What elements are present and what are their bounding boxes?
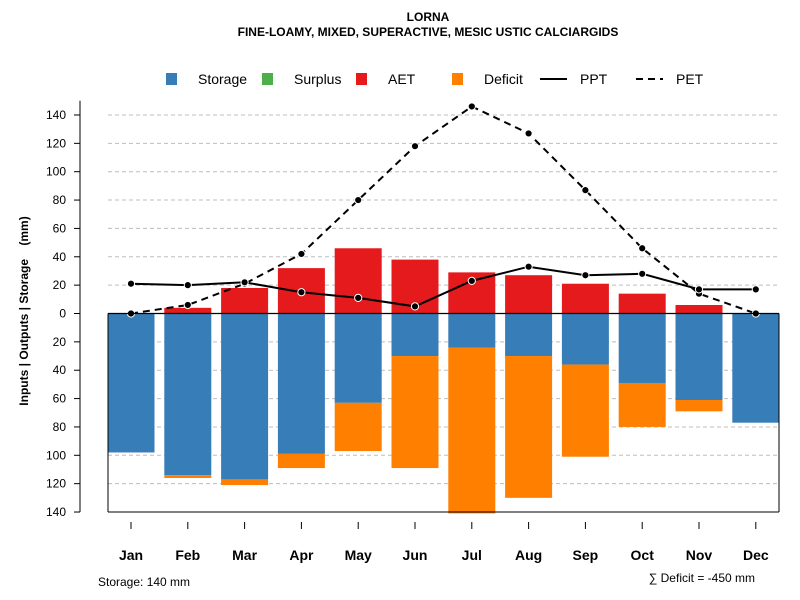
- y-tick-label: 100: [46, 448, 66, 462]
- aet-bar: [164, 307, 212, 314]
- storage-note: Storage: 140 mm: [98, 575, 190, 589]
- aet-bar: [561, 283, 609, 314]
- aet-bar: [334, 248, 382, 314]
- storage-bar: [107, 313, 155, 453]
- storage-bar: [448, 313, 496, 348]
- pet-point: [638, 244, 647, 253]
- legend-swatch: [452, 73, 463, 85]
- storage-bar: [561, 313, 609, 365]
- y-tick-label: 20: [53, 278, 67, 292]
- ppt-line: [130, 265, 756, 308]
- deficit-note: ∑ Deficit = -450 mm: [649, 571, 755, 585]
- y-tick-label: 60: [53, 392, 67, 406]
- y-tick-label: 20: [53, 335, 67, 349]
- storage-bar: [334, 313, 382, 403]
- ppt-point: [240, 278, 249, 287]
- x-tick-label: Feb: [175, 547, 200, 563]
- y-tick-label: 40: [53, 363, 67, 377]
- axes: 140 120 100 80 60 40 20 0 20 40 60 80 100 120 140 Jan Fe…: [46, 100, 780, 563]
- deficit-bar: [505, 356, 553, 498]
- y-tick-label: 80: [53, 193, 67, 207]
- legend-label: PPT: [580, 71, 608, 87]
- aet-bar: [221, 287, 269, 314]
- storage-bar: [277, 313, 325, 454]
- ppt-point: [638, 269, 647, 278]
- y-tick-label: 140: [46, 108, 66, 122]
- deficit-bar: [334, 402, 382, 452]
- deficit-bar: [618, 382, 666, 427]
- deficit-bar: [675, 399, 723, 412]
- y-tick-label: 40: [53, 250, 67, 264]
- x-tick-label: Jan: [119, 547, 143, 563]
- bars: [107, 248, 780, 514]
- x-tick-label: Sep: [573, 547, 599, 563]
- x-tick-label: Oct: [631, 547, 655, 563]
- legend-swatch: [356, 73, 367, 85]
- aet-bar: [618, 293, 666, 314]
- ppt-point: [354, 293, 363, 303]
- ppt-point: [297, 288, 306, 297]
- deficit-bar: [561, 364, 609, 457]
- x-tick-label: Nov: [686, 547, 713, 563]
- pet-point: [410, 142, 420, 151]
- pet-point: [581, 186, 590, 195]
- y-tick-label: 60: [53, 221, 67, 235]
- storage-bar: [391, 313, 439, 357]
- ppt-point: [126, 279, 136, 288]
- storage-bar: [618, 313, 666, 383]
- x-tick-label: Jun: [403, 547, 428, 563]
- deficit-bar: [391, 356, 439, 469]
- y-axis-label: Inputs | Outputs | Storage (mm): [17, 216, 31, 405]
- legend: Storage Surplus AET Deficit PPT PET: [166, 71, 704, 87]
- y-tick-label: 100: [46, 165, 66, 179]
- y-tick-label: 120: [46, 477, 66, 491]
- y-tick-label: 80: [53, 420, 67, 434]
- deficit-bar: [277, 453, 325, 469]
- ppt-point: [524, 262, 533, 271]
- deficit-bar: [164, 475, 212, 478]
- pet-point: [354, 195, 363, 205]
- x-tick-label: Mar: [232, 547, 257, 563]
- series-lines: [126, 102, 760, 318]
- legend-swatch: [166, 73, 177, 85]
- x-tick-label: Jul: [462, 547, 482, 563]
- legend-label: PET: [676, 71, 704, 87]
- pet-line: [130, 105, 757, 315]
- ppt-point: [467, 276, 476, 285]
- chart-title: LORNA: [407, 10, 450, 24]
- storage-bar: [505, 313, 553, 357]
- pet-point: [297, 249, 306, 259]
- legend-label: Surplus: [294, 71, 341, 87]
- pet-point: [183, 300, 192, 310]
- storage-bar: [164, 313, 212, 476]
- x-tick-label: Apr: [289, 547, 314, 563]
- ppt-point: [751, 285, 760, 294]
- legend-label: Storage: [198, 71, 247, 87]
- aet-bar: [505, 275, 553, 314]
- deficit-bar: [448, 347, 496, 514]
- deficit-bar: [221, 479, 269, 486]
- legend-label: Deficit: [484, 71, 523, 87]
- ppt-point: [183, 281, 192, 290]
- x-tick-label: Dec: [743, 547, 769, 563]
- x-tick-label: May: [345, 547, 372, 563]
- storage-bar: [221, 313, 269, 480]
- storage-bar: [732, 313, 780, 423]
- x-tick-label: Aug: [515, 547, 542, 563]
- ppt-point: [694, 285, 704, 294]
- storage-bar: [675, 313, 723, 400]
- ppt-point: [581, 271, 590, 280]
- y-tick-label: 120: [46, 136, 66, 150]
- y-tick-label: 0: [59, 307, 66, 321]
- legend-swatch: [262, 73, 273, 85]
- pet-point: [524, 129, 533, 138]
- chart-subtitle: FINE-LOAMY, MIXED, SUPERACTIVE, MESIC US…: [238, 25, 619, 39]
- pet-point: [467, 102, 476, 111]
- legend-label: AET: [388, 71, 416, 87]
- y-tick-label: 140: [46, 505, 66, 519]
- ppt-point: [410, 302, 420, 311]
- aet-bar: [675, 304, 723, 314]
